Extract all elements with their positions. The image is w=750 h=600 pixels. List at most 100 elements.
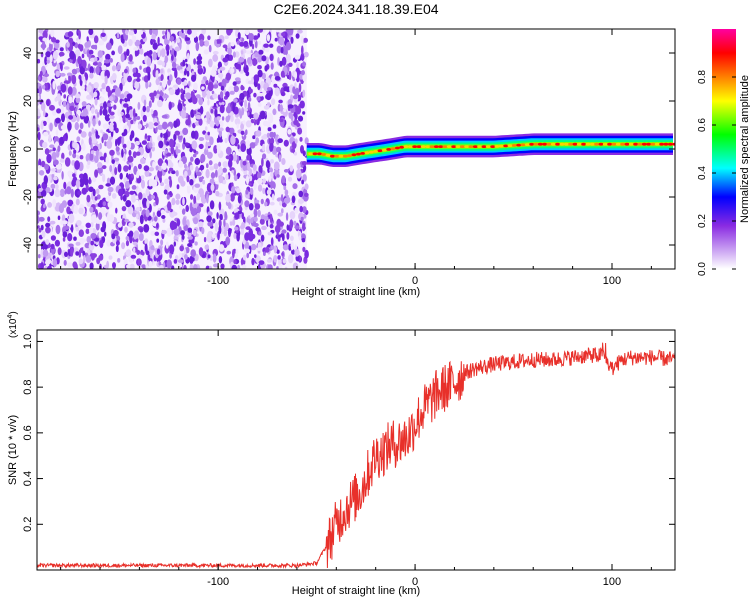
noise-blob [138,199,141,208]
noise-blob [127,75,132,83]
noise-blob [277,57,280,66]
noise-blob [88,29,94,36]
noise-blob [66,206,71,215]
noise-blob [143,224,150,233]
noise-blob [236,187,241,194]
noise-blob [300,35,304,44]
noise-blob [97,50,104,58]
noise-blob [192,217,199,225]
noise-blob [271,98,276,106]
noise-blob [213,263,219,268]
ridge-peak [524,143,530,147]
noise-blob [98,231,102,239]
noise-blob [47,202,52,208]
ridge-peak [559,142,565,146]
noise-blob [37,131,41,141]
noise-blob [247,101,251,111]
noise-blob [222,44,228,49]
noise-blob [274,224,281,234]
noise-blob [301,45,304,55]
noise-blob [52,258,58,268]
noise-blob [271,193,275,201]
noise-blob [213,102,217,108]
colorbar-tick-label: 0.6 [697,118,708,132]
noise-blob [173,49,177,58]
noise-blob [299,100,305,109]
noise-blob [76,136,81,142]
noise-blob [241,107,245,116]
noise-blob [182,197,185,206]
noise-blob [43,73,50,78]
ridge-peak [581,142,586,146]
noise-blob [82,172,88,183]
noise-blob [304,249,309,259]
noise-blob [70,188,74,198]
ridge-peak [308,152,314,156]
noise-blob [67,86,73,95]
noise-blob [255,227,261,232]
noise-blob [171,170,176,175]
noise-blob [78,129,82,134]
noise-blob [121,148,124,158]
noise-blob [281,32,286,37]
noise-blob [38,216,45,222]
noise-blob [204,117,207,123]
noise-blob [216,147,221,154]
noise-blob [221,226,224,235]
noise-blob [57,215,61,221]
noise-blob [137,254,144,259]
noise-blob [165,241,169,249]
noise-blob [249,142,256,149]
noise-blob [208,265,213,269]
noise-blob [57,247,62,256]
noise-blob [289,211,296,220]
noise-blob [208,160,213,166]
noise-blob [258,231,262,236]
noise-blob [237,144,240,150]
noise-blob [185,246,190,254]
noise-blob [262,121,269,127]
noise-blob [98,120,101,126]
ridge-peak [503,144,509,148]
noise-blob [136,116,141,120]
noise-blob [223,218,226,227]
noise-blob [148,100,152,108]
noise-blob [101,165,107,170]
noise-blob [239,41,245,47]
noise-blob [73,204,79,214]
noise-blob [146,57,152,67]
noise-blob [63,94,67,99]
noise-blob [237,32,241,40]
noise-blob [119,94,125,99]
noise-blob [86,36,89,42]
noise-blob [94,196,98,201]
noise-blob [45,239,50,245]
noise-blob [89,262,94,269]
noise-blob [276,45,282,54]
noise-blob [61,171,64,180]
noise-blob [190,194,194,200]
noise-blob [77,39,82,45]
noise-blob [207,81,214,92]
noise-blob [215,39,222,44]
noise-blob [218,244,225,252]
noise-blob [235,248,239,255]
noise-blob [156,222,159,229]
noise-blob [149,92,156,98]
noise-blob [219,138,223,143]
noise-blob [257,209,261,218]
noise-blob [63,66,70,70]
noise-blob [49,54,53,63]
noise-blob [162,30,165,35]
noise-blob [124,218,130,223]
noise-blob [198,97,204,106]
ridge-peak [330,154,335,158]
noise-blob [102,108,108,116]
noise-blob [94,237,100,242]
noise-blob [269,142,274,152]
noise-blob [49,220,56,225]
noise-blob [195,41,200,52]
noise-blob [184,253,188,260]
noise-blob [140,251,145,256]
noise-blob [268,121,271,129]
